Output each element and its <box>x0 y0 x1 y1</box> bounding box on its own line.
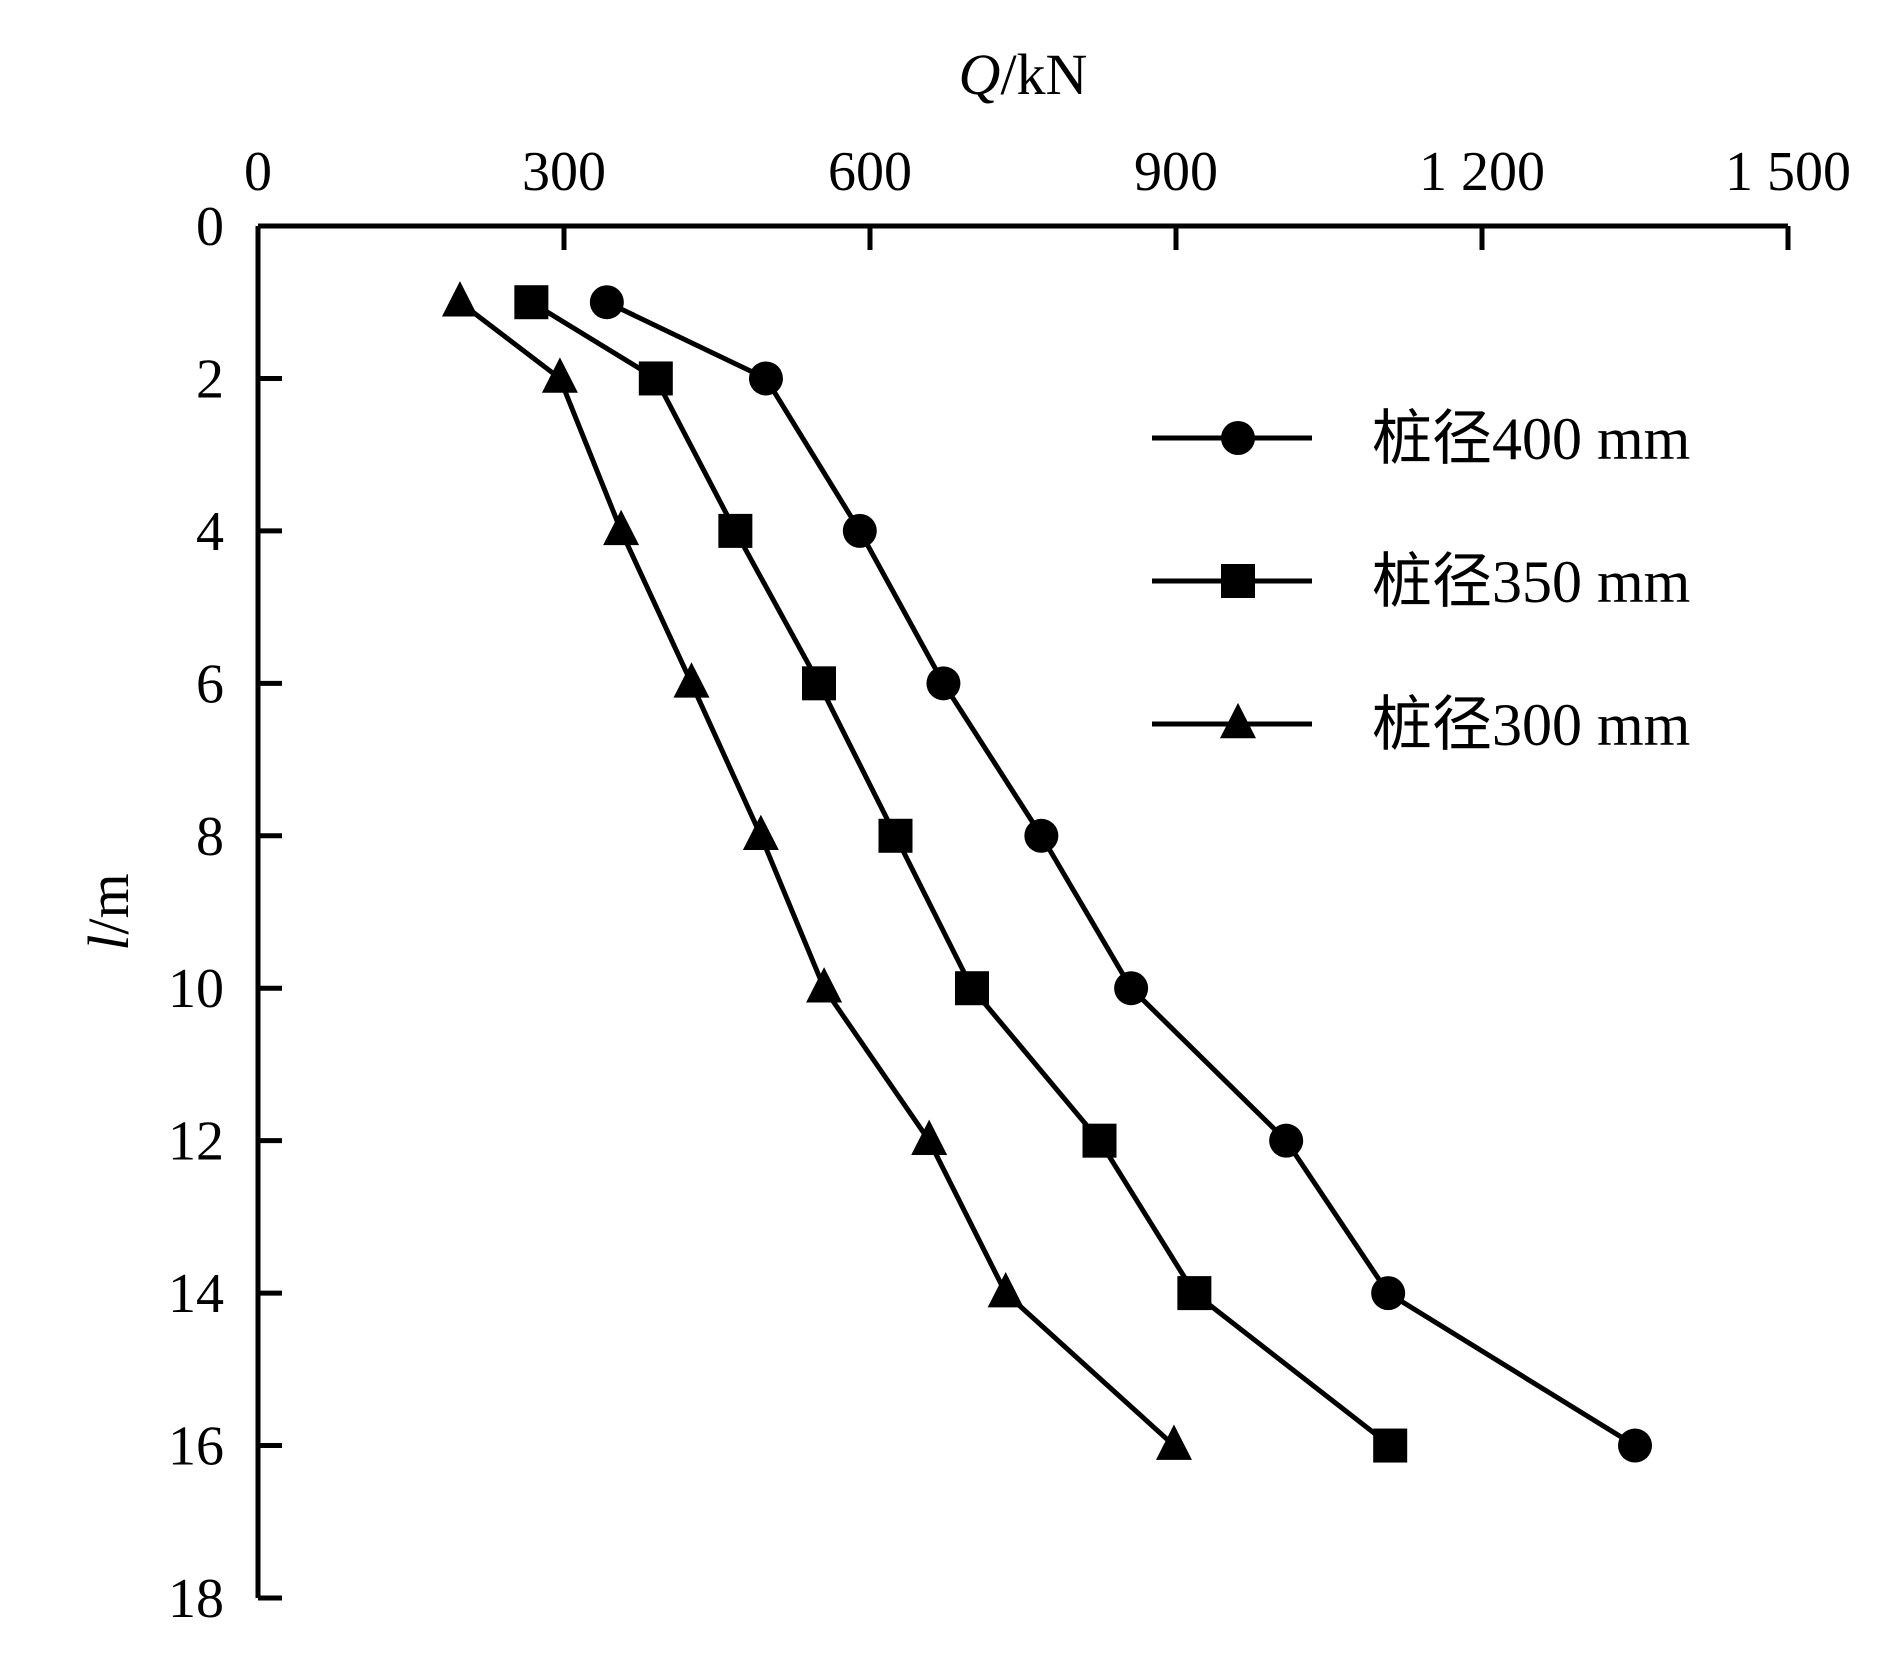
data-point-triangle <box>673 662 710 698</box>
data-point-circle <box>589 285 624 320</box>
data-point-square <box>1177 1276 1212 1311</box>
y-axis-title-unit: /m <box>76 873 141 934</box>
legend-item: 桩径400 mm <box>1152 406 1690 472</box>
data-point-triangle <box>987 1272 1024 1308</box>
data-point-square <box>638 361 673 396</box>
legend-item: 桩径350 mm <box>1152 549 1690 615</box>
y-axis-title-var: l <box>76 935 141 951</box>
data-point-circle <box>1618 1428 1652 1463</box>
y-tick-label: 2 <box>196 348 224 410</box>
x-axis-title: Q/kN <box>959 42 1088 107</box>
series-triangle <box>441 281 1192 1460</box>
data-point-circle <box>1371 1276 1406 1311</box>
data-point-circle <box>926 666 961 701</box>
data-point-circle <box>1114 971 1149 1006</box>
legend: 桩径400 mm 桩径350 mm 桩径300 mm <box>1152 406 1690 758</box>
y-tick-label: 14 <box>168 1263 224 1325</box>
y-tick-label: 6 <box>196 653 224 715</box>
legend-label: 桩径350 mm <box>1372 549 1690 615</box>
legend-label: 桩径300 mm <box>1372 692 1690 758</box>
series-circle <box>589 285 1652 1463</box>
data-point-square <box>878 818 913 853</box>
data-point-triangle <box>911 1119 948 1155</box>
data-point-circle <box>1024 818 1059 853</box>
data-point-triangle <box>742 814 779 851</box>
data-point-square <box>1082 1123 1117 1158</box>
legend-marker-square <box>1221 564 1255 598</box>
y-axis-title: l/m <box>76 873 141 950</box>
data-point-triangle <box>603 509 640 546</box>
data-point-square <box>1373 1428 1408 1463</box>
data-point-triangle <box>441 281 478 317</box>
y-tick-label: 0 <box>196 196 224 258</box>
series-line-square <box>530 300 1392 1448</box>
data-point-triangle <box>1155 1424 1192 1460</box>
x-axis-title-unit: /kN <box>1000 42 1087 107</box>
series-line-circle <box>605 299 1637 1448</box>
series-line-triangle <box>458 300 1176 1448</box>
y-tick-label: 16 <box>168 1416 224 1478</box>
y-tick-label: 4 <box>196 501 224 563</box>
x-tick-label: 1 500 <box>1725 141 1851 203</box>
data-point-square <box>955 971 989 1006</box>
y-tick-label: 18 <box>168 1568 224 1630</box>
legend-label: 桩径400 mm <box>1372 406 1690 472</box>
y-tick-label: 8 <box>196 806 224 868</box>
data-point-triangle <box>806 967 843 1003</box>
data-point-square <box>514 285 549 320</box>
legend-marker-triangle <box>1220 702 1256 739</box>
x-tick-label: 0 <box>244 141 272 203</box>
series-square <box>514 285 1408 1463</box>
legend-marker-circle <box>1221 421 1255 455</box>
axes: 0 300 600 900 1 200 1 500 0 2 4 6 8 10 12 14 16 18 Q/kN l… <box>76 42 1851 1630</box>
data-point-circle <box>748 361 783 396</box>
x-tick-label: 1 200 <box>1419 141 1545 203</box>
data-point-circle <box>842 513 877 548</box>
series-group <box>441 281 1652 1463</box>
x-axis-title-var: Q <box>959 42 1001 107</box>
x-tick-label: 900 <box>1134 141 1218 203</box>
x-tick-label: 300 <box>522 141 606 203</box>
y-tick-label: 10 <box>168 958 224 1020</box>
data-point-circle <box>1269 1123 1304 1158</box>
y-tick-label: 12 <box>168 1111 224 1173</box>
data-point-triangle <box>541 357 578 393</box>
data-point-square <box>802 666 836 701</box>
data-point-square <box>718 513 753 548</box>
x-tick-label: 600 <box>828 141 912 203</box>
legend-item: 桩径300 mm <box>1152 692 1690 758</box>
